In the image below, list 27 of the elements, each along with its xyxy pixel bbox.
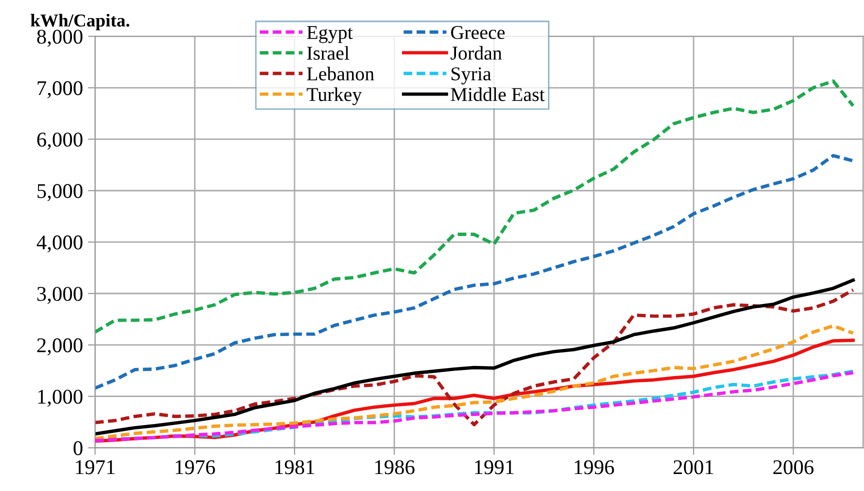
y-tick-label: 8,000 — [37, 30, 82, 47]
x-tick-label: 1991 — [475, 460, 514, 474]
legend-label: Syria — [452, 67, 492, 84]
x-tick-label: 1996 — [574, 460, 614, 474]
legend-label: Greece — [451, 26, 505, 40]
y-tick-label: 2,000 — [37, 338, 82, 356]
y-tick-label: 4,000 — [36, 235, 82, 252]
y-tick-label: 3,000 — [37, 286, 82, 304]
y-tick-label: 7,000 — [38, 81, 82, 98]
legend-label: Jordan — [450, 46, 502, 60]
legend-label: Egypt — [306, 26, 353, 44]
legend-label: Turkey — [306, 87, 362, 106]
legend-label: Israel — [307, 46, 350, 60]
line-series — [95, 154, 855, 390]
y-tick-label: 6,000 — [37, 132, 82, 150]
legend-label: Middle East — [450, 87, 545, 102]
y-tick-label: 0 — [74, 441, 82, 456]
y-tick-label: 1,000 — [38, 390, 82, 407]
x-tick-label: 2001 — [674, 460, 714, 474]
x-tick-label: 1976 — [176, 460, 216, 474]
x-tick-label: 1971 — [76, 460, 115, 474]
x-tick-label: 1986 — [375, 460, 415, 474]
x-tick-label: 2006 — [773, 460, 814, 474]
y-axis-title: kWh/Capita. — [30, 14, 130, 30]
legend-label: Lebanon — [306, 66, 374, 80]
x-tick-label: 1981 — [276, 460, 314, 474]
y-tick-label: 5,000 — [38, 184, 82, 202]
